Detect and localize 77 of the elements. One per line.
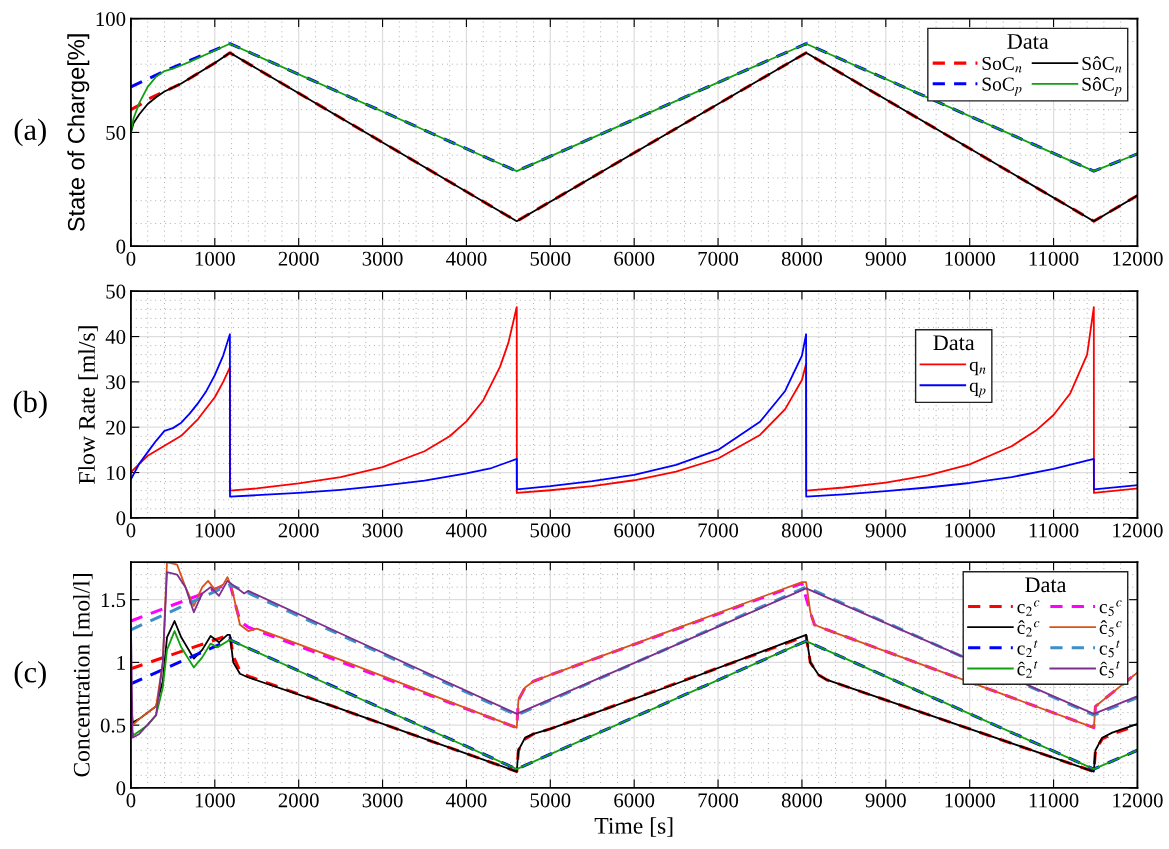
y-tick-label: 20: [106, 420, 126, 435]
x-tick-label: 7000: [698, 793, 739, 808]
legend-label: q$_{p}$: [969, 382, 986, 398]
legend-label: c$_{5}$$^{c}$: [1099, 600, 1122, 616]
y-tick-label: 50: [106, 125, 126, 140]
y-tick-label: 40: [105, 329, 126, 344]
y-axis-title: Concentration [mol/l]: [73, 574, 93, 777]
x-tick-label: 4000: [446, 523, 487, 538]
x-tick-label: 2000: [278, 251, 319, 266]
x-tick-label: 2000: [278, 793, 319, 808]
y-tick-label: 0: [116, 511, 126, 526]
y-tick-label: 1: [117, 655, 125, 670]
x-tick-label: 8000: [781, 793, 822, 808]
x-tick-label: 5000: [530, 523, 571, 538]
x-tick-label: 10000: [945, 251, 995, 266]
legend-label: ĉ$_{2}$$^{c}$: [1017, 620, 1040, 637]
y-tick-label: 0: [116, 781, 126, 796]
x-tick-label: 12000: [1113, 523, 1163, 538]
y-tick-label: 10: [107, 465, 126, 480]
legend-label: ĉ$_{5}$$^{t}$: [1099, 660, 1120, 678]
x-tick-label: 2000: [278, 523, 319, 538]
y-axis-title: Flow Rate [ml/s]: [78, 326, 98, 484]
y-tick-label: 30: [106, 375, 126, 390]
legend-label: SôC$_{p}$: [1082, 77, 1122, 96]
x-tick-label: 12000: [1113, 793, 1163, 808]
legend-label: SoC$_{p}$: [982, 77, 1022, 96]
x-tick-label: 3000: [362, 793, 403, 808]
x-tick-label: 11000: [1029, 523, 1079, 538]
legend-label: c$_{2}$$^{t}$: [1017, 640, 1038, 658]
x-tick-label: 5000: [530, 793, 571, 808]
x-tick-label: 9000: [865, 523, 906, 538]
x-tick-label: 10000: [945, 523, 995, 538]
legend-title: Data: [933, 335, 975, 351]
y-tick-label: 0: [116, 239, 126, 254]
y-axis-title: State of Charge[%]: [67, 34, 90, 232]
y-tick-label: 0.5: [100, 718, 126, 733]
x-tick-label: 3000: [362, 251, 403, 266]
x-tick-label: 1000: [195, 793, 235, 808]
text: (a): [14, 118, 46, 147]
x-tick-label: 4000: [446, 793, 487, 808]
legend-title: Data: [1007, 34, 1049, 49]
legend-label: SôC$_{n}$: [1082, 56, 1122, 73]
legend-label: ĉ$_{5}$$^{c}$: [1099, 620, 1122, 637]
x-tick-label: 4000: [446, 251, 487, 266]
x-tick-label: 8000: [781, 251, 822, 266]
x-tick-label: 6000: [614, 523, 655, 538]
x-tick-label: 0: [126, 251, 136, 266]
legend-title: Data: [1025, 577, 1067, 593]
y-tick-label: 1.5: [101, 593, 126, 608]
x-tick-label: 11000: [1029, 251, 1079, 266]
x-tick-label: 7000: [698, 523, 739, 538]
legend-label: q$_{n}$: [969, 361, 986, 376]
x-tick-label: 6000: [614, 793, 655, 808]
text: (c): [14, 661, 46, 689]
x-tick-label: 11000: [1029, 793, 1079, 808]
x-tick-label: 6000: [614, 251, 655, 266]
x-tick-label: 0: [126, 793, 136, 808]
line-series: [130, 333, 1138, 498]
y-tick-label: 100: [96, 12, 126, 27]
x-axis-title: Time [s]: [594, 817, 673, 837]
legend-label: c$_{2}$$^{c}$: [1017, 600, 1040, 616]
x-tick-label: 1000: [195, 251, 235, 266]
x-tick-label: 8000: [781, 523, 822, 538]
legend-label: c$_{5}$$^{t}$: [1099, 640, 1120, 658]
x-tick-label: 10000: [945, 793, 995, 808]
x-tick-label: 12000: [1113, 251, 1163, 266]
x-tick-label: 9000: [865, 251, 906, 266]
legend-label: ĉ$_{2}$$^{t}$: [1017, 660, 1038, 678]
x-tick-label: 3000: [362, 523, 403, 538]
x-tick-label: 7000: [698, 251, 739, 266]
x-tick-label: 9000: [865, 793, 906, 808]
legend-label: SoC$_{n}$: [982, 56, 1022, 73]
x-tick-label: 5000: [530, 251, 571, 266]
x-tick-label: 0: [126, 523, 136, 538]
text: (b): [13, 390, 47, 419]
x-tick-label: 1000: [195, 523, 235, 538]
y-tick-label: 50: [106, 284, 126, 299]
